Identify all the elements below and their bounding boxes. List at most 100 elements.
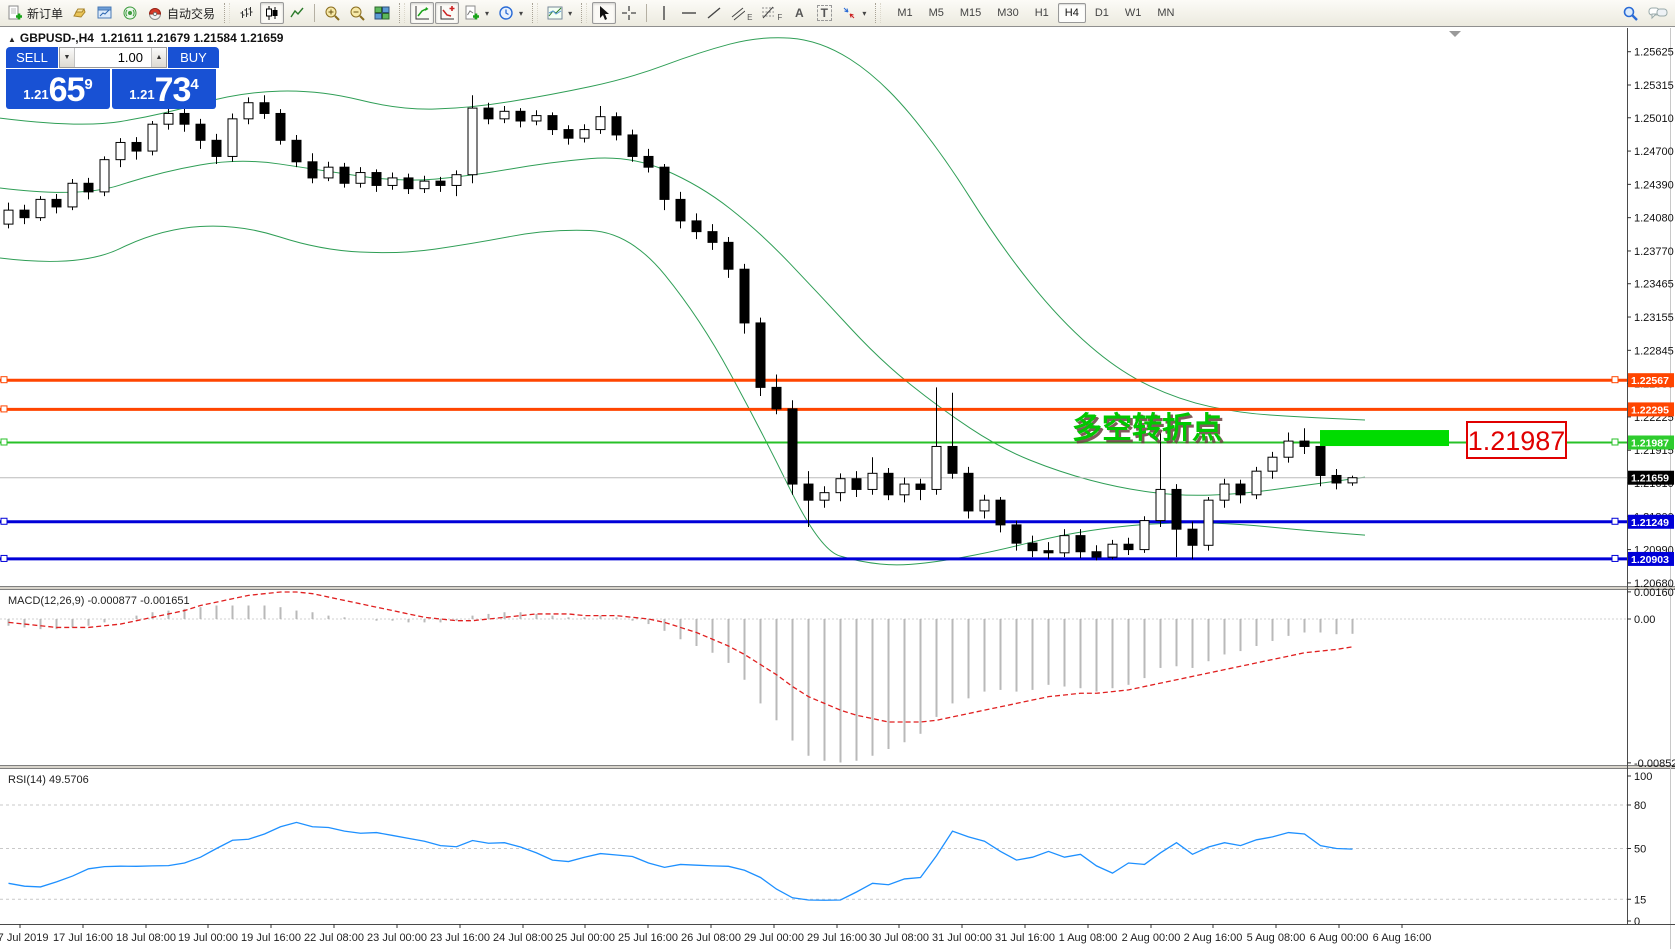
timeframe-button-m1[interactable]: M1 bbox=[890, 3, 919, 23]
annotation-shadow: 多空转折点 bbox=[1075, 415, 1225, 448]
tile-windows-icon bbox=[374, 6, 390, 20]
candle-body bbox=[979, 499, 990, 512]
indicators-button[interactable] bbox=[410, 2, 435, 24]
sound-icon bbox=[123, 6, 137, 20]
timeframe-button-m15[interactable]: M15 bbox=[953, 3, 988, 23]
arrows-button[interactable]: ▾ bbox=[837, 2, 870, 24]
candle-body bbox=[1139, 520, 1150, 551]
candle-body bbox=[35, 198, 46, 219]
line-handle[interactable] bbox=[0, 554, 8, 562]
add-indicator-button[interactable]: ▾ bbox=[460, 2, 493, 24]
bar-chart-button[interactable] bbox=[235, 2, 259, 24]
line-handle[interactable] bbox=[0, 405, 8, 413]
chat-icon bbox=[1648, 7, 1668, 20]
time-tick-label: 19 Jul 00:00 bbox=[178, 932, 238, 944]
line-handle[interactable] bbox=[0, 517, 8, 525]
zoom-in-button[interactable] bbox=[320, 2, 344, 24]
zoom-out-button[interactable] bbox=[345, 2, 369, 24]
candle-body bbox=[931, 445, 942, 490]
annotation-text[interactable]: 多空转折点 bbox=[1072, 412, 1222, 445]
price-label-object[interactable]: 1.21987 bbox=[1466, 421, 1567, 459]
line-handle[interactable] bbox=[0, 438, 8, 446]
rsi-line bbox=[8, 821, 1353, 901]
timeframe-button-m5[interactable]: M5 bbox=[922, 3, 951, 23]
price-label-box[interactable] bbox=[1466, 421, 1567, 459]
timeframe-button-w1[interactable]: W1 bbox=[1118, 3, 1149, 23]
tile-windows-button[interactable] bbox=[370, 2, 394, 24]
toolbar: 新订单 自动交易 bbox=[0, 0, 1675, 27]
templates-button[interactable]: ▾ bbox=[543, 2, 576, 24]
autotrading-button[interactable]: 自动交易 bbox=[143, 2, 219, 24]
bollinger-upper-line bbox=[0, 37, 1366, 421]
equidistant-channel-button[interactable]: E bbox=[727, 2, 756, 24]
line-handle[interactable] bbox=[0, 376, 8, 384]
sell-price-prefix: 1.21 bbox=[23, 87, 49, 102]
periods-button[interactable]: ▾ bbox=[494, 2, 527, 24]
horizontal-line-button[interactable] bbox=[677, 2, 701, 24]
cursor-button[interactable] bbox=[592, 2, 617, 24]
candle-body bbox=[707, 231, 718, 243]
crosshair-button[interactable] bbox=[617, 2, 641, 24]
time-tick-label: 5 Aug 08:00 bbox=[1247, 932, 1306, 944]
rsi-pane: RSI(14) 49.5706 bbox=[0, 774, 1627, 901]
line-handle[interactable] bbox=[1611, 517, 1619, 525]
search-icon bbox=[1623, 6, 1638, 21]
candle-body bbox=[1043, 550, 1054, 554]
timeframe-button-h4[interactable]: H4 bbox=[1057, 3, 1086, 23]
line-chart-button[interactable] bbox=[285, 2, 309, 24]
candle-body bbox=[627, 134, 638, 157]
timeframe-button-d1[interactable]: D1 bbox=[1088, 3, 1116, 23]
fibonacci-letter: F bbox=[777, 12, 783, 22]
market-watch-button[interactable] bbox=[93, 2, 117, 24]
candle-body bbox=[963, 472, 974, 512]
time-tick-label: 22 Jul 08:00 bbox=[304, 932, 364, 944]
buy-price-display[interactable]: 1.21 73 4 bbox=[112, 69, 216, 109]
candle-body bbox=[67, 182, 78, 208]
new-order-button[interactable]: 新订单 bbox=[3, 2, 67, 24]
price-axis[interactable]: 1.25625 1.25315 1.25010 1.24700 1.24390 1.240… bbox=[1627, 28, 1675, 949]
candle-body bbox=[435, 180, 446, 186]
buy-price-main: 73 bbox=[154, 71, 192, 109]
pane-separator[interactable] bbox=[0, 765, 1675, 769]
buy-button[interactable]: BUY bbox=[168, 47, 219, 68]
volume-value[interactable]: 1.00 bbox=[117, 50, 143, 65]
candle-body bbox=[723, 241, 734, 270]
text-button[interactable]: A bbox=[787, 2, 811, 24]
candlestick-chart-button[interactable] bbox=[260, 2, 285, 24]
indicator-windows-button[interactable] bbox=[435, 2, 460, 24]
candle-body bbox=[371, 172, 382, 186]
highlight-rectangle[interactable] bbox=[1320, 430, 1449, 447]
trendline-button[interactable] bbox=[702, 2, 726, 24]
line-handle[interactable] bbox=[1611, 438, 1619, 446]
sound-button[interactable] bbox=[118, 2, 142, 24]
timeframe-button-m30[interactable]: M30 bbox=[990, 3, 1025, 23]
horizontal-line-icon bbox=[682, 12, 697, 14]
volume-decrease-button[interactable]: ▼ bbox=[60, 48, 75, 67]
sell-button[interactable]: SELL bbox=[6, 47, 58, 68]
volume-increase-button[interactable]: ▲ bbox=[151, 48, 166, 67]
candle-body bbox=[1107, 543, 1118, 558]
styler-button[interactable] bbox=[68, 2, 92, 24]
chat-button[interactable] bbox=[1644, 2, 1672, 24]
fibonacci-button[interactable]: F bbox=[757, 2, 786, 24]
time-tick-label: 24 Jul 08:00 bbox=[493, 932, 553, 944]
candlestick-chart-icon bbox=[266, 6, 278, 20]
candle-body bbox=[515, 110, 526, 122]
sell-price-display[interactable]: 1.21 65 9 bbox=[6, 69, 110, 109]
line-handle[interactable] bbox=[1611, 554, 1619, 562]
timeframe-button-h1[interactable]: H1 bbox=[1028, 3, 1056, 23]
search-button[interactable] bbox=[1618, 2, 1643, 24]
line-handle[interactable] bbox=[1611, 376, 1619, 384]
macd-pane: MACD(12,26,9) -0.000877 -0.001651 bbox=[0, 591, 1627, 763]
timeframe-button-mn[interactable]: MN bbox=[1150, 3, 1181, 23]
eraser-icon bbox=[73, 8, 86, 18]
candle-body bbox=[259, 102, 270, 114]
text-label-button[interactable]: T bbox=[812, 2, 836, 24]
candle-body bbox=[307, 161, 318, 179]
pane-separator[interactable] bbox=[0, 586, 1675, 590]
chart-shift-marker-icon[interactable] bbox=[1449, 31, 1461, 37]
collapse-triangle-icon[interactable]: ▲ bbox=[8, 35, 16, 44]
vertical-line-button[interactable] bbox=[652, 2, 676, 24]
